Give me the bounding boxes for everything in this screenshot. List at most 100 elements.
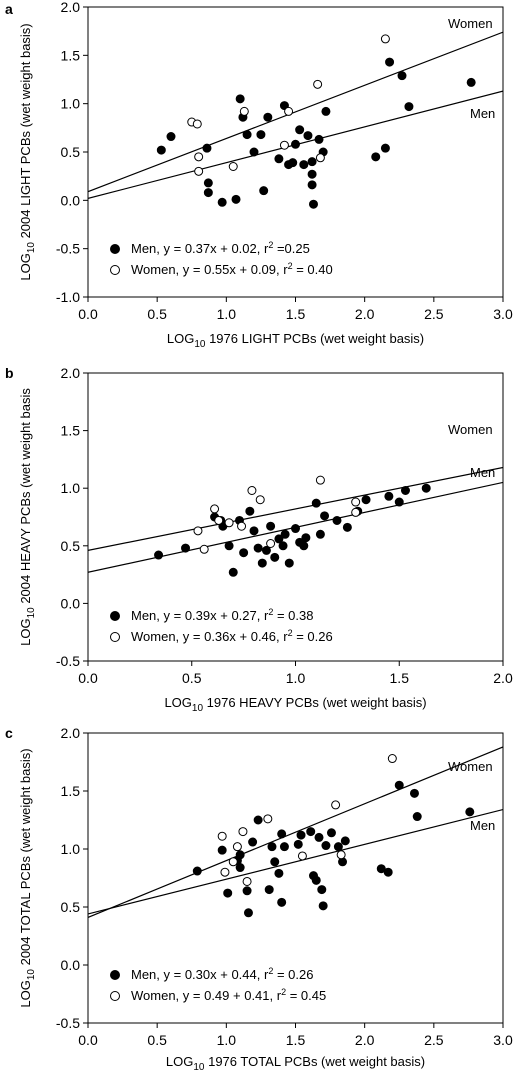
men-data-point	[277, 897, 287, 907]
women-data-point	[232, 842, 242, 852]
men-data-point	[306, 827, 316, 837]
women-legend-equation: Women, y = 0.49 + 0.41, r	[131, 988, 282, 1003]
men-data-point	[385, 57, 395, 67]
x-axis-label-log: LOG	[166, 1054, 193, 1069]
men-data-point	[274, 534, 284, 544]
men-data-point	[318, 901, 328, 911]
men-data-point	[223, 888, 233, 898]
x-tick-label: 1.5	[286, 1032, 306, 1048]
x-tick-label: 2.5	[424, 1032, 444, 1048]
women-legend-equation: Women, y = 0.36x + 0.46, r	[131, 629, 288, 644]
x-axis-label-text: 1976 HEAVY PCBs (wet weight basis)	[203, 695, 427, 710]
y-axis-label-sub: 10	[26, 607, 37, 619]
men-data-point	[279, 842, 289, 852]
x-tick-label: 1.5	[286, 306, 306, 322]
y-axis-label-sub: 10	[26, 242, 37, 254]
men-data-point	[253, 543, 263, 553]
men-legend-r2: =0.25	[273, 241, 310, 256]
men-line-label: Men	[470, 818, 495, 833]
men-legend-sup: 2	[268, 966, 273, 976]
women-line-label: Women	[448, 16, 493, 31]
x-tick-label: 2.0	[493, 670, 513, 686]
y-tick-label: 0.5	[61, 144, 81, 160]
women-data-point	[284, 106, 294, 116]
women-data-point	[247, 486, 257, 496]
men-data-point	[315, 529, 325, 539]
panel-c: c0.0 0.5 1.0 1.5 2.0 2.5 3.0-0.50.00.51.01.52.…	[5, 725, 513, 1073]
men-data-point	[321, 841, 331, 851]
men-data-point	[217, 197, 227, 207]
women-data-point	[297, 851, 307, 861]
panel-letter: a	[5, 1, 13, 17]
men-data-point	[311, 498, 321, 508]
men-data-point	[299, 541, 309, 551]
y-axis-label-log: LOG	[18, 618, 33, 645]
men-legend-r2: = 0.26	[273, 967, 313, 982]
women-data-point	[263, 814, 273, 824]
men-data-point	[154, 550, 164, 560]
women-regression-line	[88, 31, 503, 193]
men-data-point	[267, 842, 277, 852]
women-data-point	[220, 867, 230, 877]
women-data-point	[387, 754, 397, 764]
men-data-point	[371, 152, 381, 162]
men-legend-marker	[110, 970, 120, 980]
women-data-point	[266, 538, 276, 548]
women-data-point	[237, 521, 247, 531]
men-data-point	[299, 160, 309, 170]
women-data-point	[351, 507, 361, 517]
x-axis-label-sub: 10	[192, 703, 204, 714]
women-data-point	[380, 34, 390, 44]
x-axis-label-sub: 10	[193, 1062, 205, 1073]
men-regression-line	[88, 808, 503, 915]
men-data-point	[307, 157, 317, 167]
x-tick-label: 1.0	[286, 670, 306, 686]
women-data-point	[255, 495, 265, 505]
men-line-label: Men	[470, 106, 495, 121]
men-data-point	[314, 832, 324, 842]
x-axis-label-sub: 10	[194, 339, 206, 350]
men-data-point	[253, 815, 263, 825]
men-data-point	[203, 178, 213, 188]
women-data-point	[239, 106, 249, 116]
men-data-point	[394, 497, 404, 507]
y-tick-label: 2.0	[61, 725, 81, 741]
men-data-point	[409, 788, 419, 798]
men-legend-equation: Men, y = 0.39x + 0.27, r	[131, 608, 269, 623]
x-tick-label: 2.0	[355, 1032, 375, 1048]
x-tick-label: 0.5	[182, 670, 202, 686]
panel-letter: c	[5, 725, 13, 741]
men-data-point	[295, 125, 305, 135]
men-data-point	[404, 102, 414, 112]
women-data-point	[192, 119, 202, 129]
y-tick-label: 0.5	[61, 899, 81, 915]
x-tick-label: 1.0	[217, 1032, 237, 1048]
y-tick-label: 0.0	[61, 595, 81, 611]
y-axis-label-text: 2004 TOTAL PCBs (wet weight basis)	[18, 748, 33, 969]
men-data-point	[303, 131, 313, 141]
women-data-point	[315, 475, 325, 485]
women-data-point	[224, 518, 234, 528]
women-data-point	[313, 79, 323, 89]
men-data-point	[228, 567, 238, 577]
women-line-label: Women	[448, 422, 493, 437]
women-legend-marker	[110, 632, 120, 642]
x-axis-label-text: 1976 TOTAL PCBs (wet weight basis)	[204, 1054, 425, 1069]
x-axis-label-log: LOG	[164, 695, 191, 710]
women-legend-sup: 2	[288, 261, 293, 271]
women-legend-r2: = 0.40	[293, 262, 333, 277]
men-data-point	[257, 558, 267, 568]
men-data-point	[274, 154, 284, 164]
y-axis-label: LOG10 2004 TOTAL PCBs (wet weight basis)	[18, 748, 37, 1007]
women-data-point	[214, 515, 224, 525]
men-data-point	[259, 186, 269, 196]
men-data-point	[307, 169, 317, 179]
women-legend-label: Women, y = 0.55x + 0.09, r2 = 0.40	[131, 261, 333, 277]
women-legend-marker	[110, 265, 120, 275]
women-legend-label: Women, y = 0.36x + 0.46, r2 = 0.26	[131, 628, 333, 644]
men-legend-equation: Men, y = 0.37x + 0.02, r	[131, 241, 269, 256]
men-data-point	[284, 558, 294, 568]
men-legend-r2: = 0.38	[273, 608, 313, 623]
women-data-point	[351, 497, 361, 507]
